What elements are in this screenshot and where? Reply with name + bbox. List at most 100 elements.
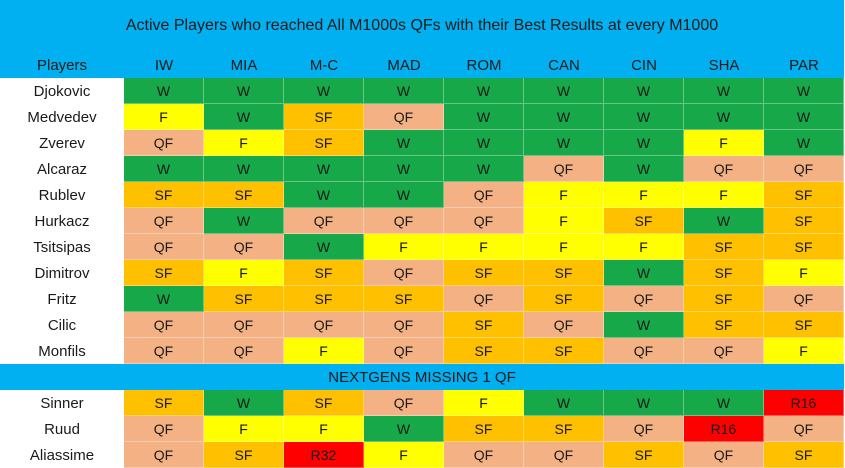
player-name: Cilic bbox=[0, 312, 124, 338]
result-cell-iw: QF bbox=[124, 234, 204, 260]
section-separator: NEXTGENS MISSING 1 QF bbox=[0, 364, 844, 390]
result-cell-sha: F bbox=[684, 182, 764, 208]
result-cell-rom: SF bbox=[444, 416, 524, 442]
result-cell-cin: W bbox=[604, 156, 684, 182]
result-cell-iw: QF bbox=[124, 208, 204, 234]
result-cell-par: SF bbox=[764, 182, 844, 208]
result-cell-can: SF bbox=[524, 260, 604, 286]
result-cell-sha: SF bbox=[684, 234, 764, 260]
result-cell-par: QF bbox=[764, 156, 844, 182]
result-cell-sha: SF bbox=[684, 312, 764, 338]
result-cell-sha: W bbox=[684, 104, 764, 130]
result-cell-par: SF bbox=[764, 312, 844, 338]
result-cell-mia: QF bbox=[204, 234, 284, 260]
result-cell-m-c: QF bbox=[284, 312, 364, 338]
result-cell-par: SF bbox=[764, 208, 844, 234]
result-cell-can: SF bbox=[524, 338, 604, 364]
player-name: Rublev bbox=[0, 182, 124, 208]
column-header-iw: IW bbox=[124, 52, 204, 78]
result-cell-par: SF bbox=[764, 442, 844, 468]
result-cell-rom: W bbox=[444, 156, 524, 182]
table-title: Active Players who reached All M1000s QF… bbox=[0, 0, 844, 52]
player-name: Dimitrov bbox=[0, 260, 124, 286]
player-name: Monfils bbox=[0, 338, 124, 364]
result-cell-iw: QF bbox=[124, 338, 204, 364]
column-header-mia: MIA bbox=[204, 52, 284, 78]
result-cell-can: W bbox=[524, 390, 604, 416]
result-cell-rom: QF bbox=[444, 208, 524, 234]
result-cell-mad: W bbox=[364, 156, 444, 182]
result-cell-par: W bbox=[764, 130, 844, 156]
result-cell-mia: QF bbox=[204, 338, 284, 364]
result-cell-rom: SF bbox=[444, 260, 524, 286]
result-cell-mad: QF bbox=[364, 208, 444, 234]
result-cell-mad: F bbox=[364, 442, 444, 468]
player-name: Zverev bbox=[0, 130, 124, 156]
player-name: Hurkacz bbox=[0, 208, 124, 234]
column-header-sha: SHA bbox=[684, 52, 764, 78]
column-header-mad: MAD bbox=[364, 52, 444, 78]
result-cell-iw: SF bbox=[124, 260, 204, 286]
result-cell-mia: W bbox=[204, 208, 284, 234]
result-cell-rom: QF bbox=[444, 442, 524, 468]
player-name: Aliassime bbox=[0, 442, 124, 468]
result-cell-cin: SF bbox=[604, 208, 684, 234]
result-cell-par: SF bbox=[764, 234, 844, 260]
result-cell-par: F bbox=[764, 260, 844, 286]
result-cell-m-c: SF bbox=[284, 260, 364, 286]
result-cell-can: F bbox=[524, 208, 604, 234]
result-cell-m-c: W bbox=[284, 78, 364, 104]
result-cell-iw: SF bbox=[124, 182, 204, 208]
result-cell-m-c: QF bbox=[284, 208, 364, 234]
result-cell-mia: W bbox=[204, 390, 284, 416]
player-name: Tsitsipas bbox=[0, 234, 124, 260]
result-cell-mia: F bbox=[204, 416, 284, 442]
result-cell-m-c: SF bbox=[284, 286, 364, 312]
result-cell-can: F bbox=[524, 234, 604, 260]
result-cell-mia: SF bbox=[204, 442, 284, 468]
player-name: Sinner bbox=[0, 390, 124, 416]
column-header-rom: ROM bbox=[444, 52, 524, 78]
result-cell-mia: W bbox=[204, 104, 284, 130]
result-cell-iw: QF bbox=[124, 312, 204, 338]
result-cell-iw: QF bbox=[124, 416, 204, 442]
result-cell-mia: QF bbox=[204, 312, 284, 338]
result-cell-can: QF bbox=[524, 156, 604, 182]
result-cell-rom: W bbox=[444, 78, 524, 104]
column-header-can: CAN bbox=[524, 52, 604, 78]
result-cell-par: R16 bbox=[764, 390, 844, 416]
result-cell-can: QF bbox=[524, 312, 604, 338]
result-cell-sha: SF bbox=[684, 260, 764, 286]
result-cell-cin: W bbox=[604, 104, 684, 130]
result-cell-m-c: SF bbox=[284, 104, 364, 130]
result-cell-mad: QF bbox=[364, 260, 444, 286]
result-cell-mad: QF bbox=[364, 104, 444, 130]
result-cell-m-c: SF bbox=[284, 130, 364, 156]
result-cell-iw: SF bbox=[124, 390, 204, 416]
result-cell-rom: SF bbox=[444, 338, 524, 364]
result-cell-mad: SF bbox=[364, 286, 444, 312]
result-cell-mad: F bbox=[364, 234, 444, 260]
result-cell-mia: W bbox=[204, 156, 284, 182]
result-cell-cin: W bbox=[604, 312, 684, 338]
result-cell-iw: W bbox=[124, 156, 204, 182]
result-cell-mad: QF bbox=[364, 312, 444, 338]
result-cell-iw: QF bbox=[124, 442, 204, 468]
result-cell-sha: QF bbox=[684, 442, 764, 468]
result-cell-m-c: W bbox=[284, 234, 364, 260]
result-cell-sha: F bbox=[684, 130, 764, 156]
result-cell-rom: F bbox=[444, 234, 524, 260]
result-cell-par: W bbox=[764, 78, 844, 104]
result-cell-m-c: F bbox=[284, 338, 364, 364]
result-cell-mia: F bbox=[204, 130, 284, 156]
result-cell-mad: W bbox=[364, 130, 444, 156]
column-header-players: Players bbox=[0, 52, 124, 78]
result-cell-sha: SF bbox=[684, 286, 764, 312]
result-cell-sha: QF bbox=[684, 338, 764, 364]
player-name: Medvedev bbox=[0, 104, 124, 130]
result-cell-can: W bbox=[524, 104, 604, 130]
result-cell-can: F bbox=[524, 182, 604, 208]
player-name: Ruud bbox=[0, 416, 124, 442]
result-cell-iw: W bbox=[124, 286, 204, 312]
